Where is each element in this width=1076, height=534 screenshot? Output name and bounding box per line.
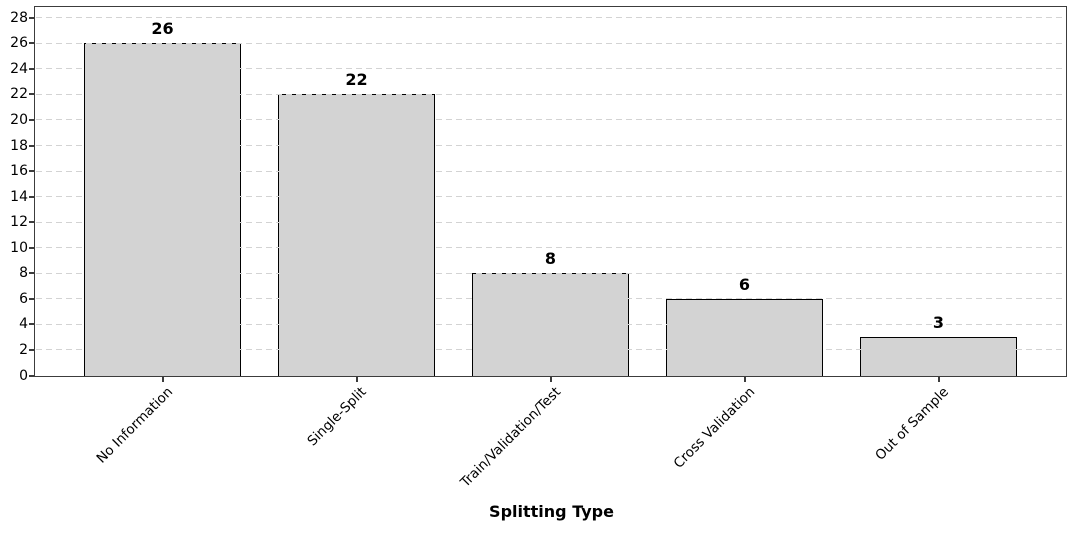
y-tick-mark xyxy=(29,67,34,70)
y-tick-label: 20 xyxy=(10,111,28,128)
bar xyxy=(666,298,823,377)
gridline xyxy=(35,170,1066,172)
x-tick-label: Out of Sample xyxy=(872,384,952,464)
y-tick-mark xyxy=(29,323,34,326)
x-tick-mark xyxy=(161,377,164,382)
gridline xyxy=(35,119,1066,121)
gridline xyxy=(35,298,1066,300)
y-tick-label: 2 xyxy=(19,341,28,358)
y-tick-label: 24 xyxy=(10,60,28,77)
bar xyxy=(472,273,629,377)
y-tick-mark xyxy=(29,297,34,300)
y-tick-mark xyxy=(29,16,34,19)
y-tick-label: 14 xyxy=(10,188,28,205)
gridline xyxy=(35,68,1066,70)
bar-value-label: 3 xyxy=(932,313,945,333)
gridline xyxy=(35,17,1066,19)
gridline xyxy=(35,42,1066,44)
y-tick-label: 26 xyxy=(10,35,28,52)
gridline xyxy=(35,247,1066,249)
y-tick-label: 18 xyxy=(10,137,28,154)
x-tick-label: No Information xyxy=(93,384,176,467)
bar-value-label: 6 xyxy=(738,274,751,294)
y-tick-mark xyxy=(29,348,34,351)
y-tick-label: 28 xyxy=(10,9,28,26)
gridline xyxy=(35,196,1066,198)
y-tick-label: 0 xyxy=(19,367,28,384)
bar xyxy=(84,43,241,377)
bar xyxy=(278,94,435,377)
gridline xyxy=(35,93,1066,95)
x-tick-mark xyxy=(743,377,746,382)
bar-value-label: 26 xyxy=(151,19,174,39)
y-tick-label: 4 xyxy=(19,316,28,333)
y-tick-label: 22 xyxy=(10,86,28,103)
bar-value-label: 8 xyxy=(544,249,557,269)
y-tick-label: 12 xyxy=(10,214,28,231)
y-tick-mark xyxy=(29,118,34,121)
bar xyxy=(860,337,1017,377)
y-tick-mark xyxy=(29,272,34,275)
y-tick-mark xyxy=(29,221,34,224)
y-tick-mark xyxy=(29,195,34,198)
y-tick-label: 6 xyxy=(19,290,28,307)
gridline xyxy=(35,349,1066,351)
x-tick-label: Cross Validation xyxy=(670,384,758,472)
x-tick-label: Train/Validation/Test xyxy=(457,384,564,491)
x-tick-mark xyxy=(355,377,358,382)
y-tick-mark xyxy=(29,170,34,173)
y-tick-label: 16 xyxy=(10,163,28,180)
y-tick-label: 8 xyxy=(19,265,28,282)
x-tick-mark xyxy=(937,377,940,382)
y-tick-label: 10 xyxy=(10,239,28,256)
y-tick-mark xyxy=(29,246,34,249)
gridline xyxy=(35,323,1066,325)
gridline xyxy=(35,221,1066,223)
x-tick-label: Single-Split xyxy=(304,384,370,450)
x-axis-title: Splitting Type xyxy=(489,502,614,521)
y-tick-mark xyxy=(29,93,34,96)
y-tick-mark xyxy=(29,144,34,147)
y-tick-mark xyxy=(29,42,34,45)
gridline xyxy=(35,272,1066,274)
y-tick-mark xyxy=(29,374,34,377)
x-tick-mark xyxy=(549,377,552,382)
gridline xyxy=(35,145,1066,146)
bar-value-label: 22 xyxy=(345,70,368,90)
